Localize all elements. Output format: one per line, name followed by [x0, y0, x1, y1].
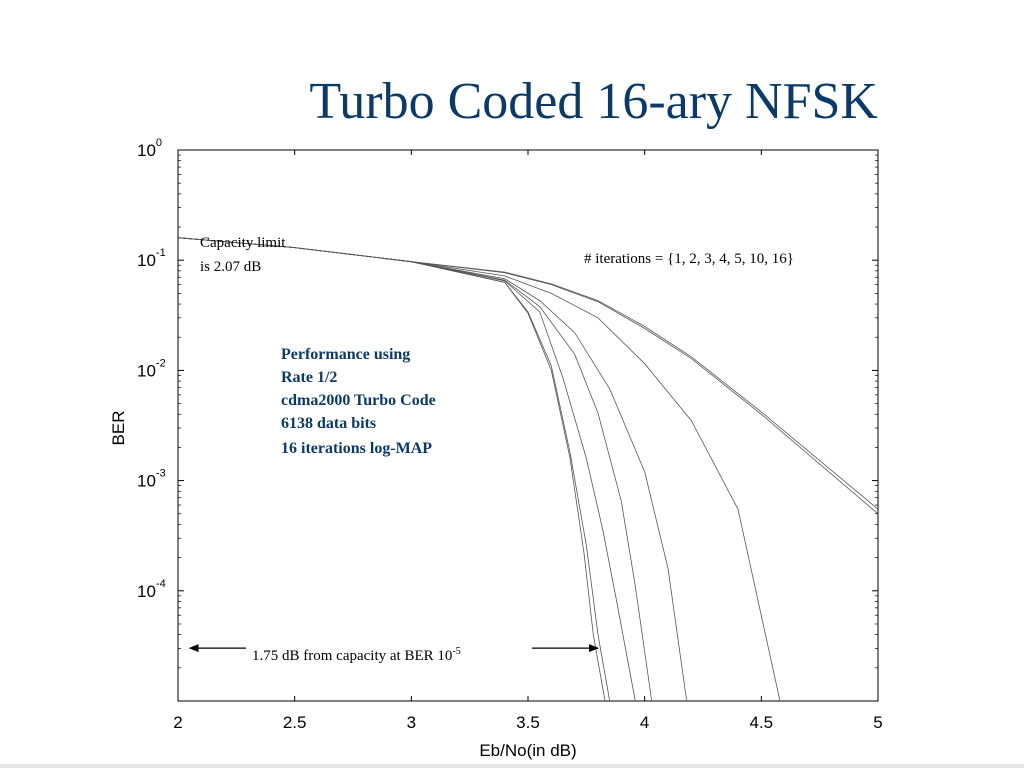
x-tick-label: 4 — [640, 713, 649, 732]
y-tick-exponent: -1 — [156, 247, 166, 259]
ber-curve — [177, 237, 611, 702]
y-tick-base: 10 — [137, 472, 156, 491]
y-tick-exponent: -2 — [156, 357, 166, 369]
y-tick-base: 10 — [137, 251, 156, 270]
y-tick-base: 10 — [137, 141, 156, 160]
y-tick-exponent: -3 — [156, 468, 166, 480]
y-tick-exponent: -4 — [156, 578, 166, 590]
ber-curve — [177, 237, 606, 702]
x-tick-label: 4.5 — [750, 713, 774, 732]
y-tick-label: 10-2 — [137, 357, 166, 380]
x-tick-labels: 2 2.5 3 3.5 4 4.5 5 — [173, 713, 882, 732]
iterations-annotation: # iterations = {1, 2, 3, 4, 5, 10, 16} — [584, 251, 794, 267]
gap-annotation-text: 1.75 dB from capacity at BER 10 — [252, 648, 452, 664]
capacity-annotation-line1: Capacity limit — [200, 235, 286, 251]
tick-marks — [177, 150, 879, 701]
slide-title: Turbo Coded 16-ary NFSK — [309, 73, 878, 130]
performance-line1: Performance using — [281, 346, 410, 363]
y-tick-exponent: 0 — [156, 137, 162, 149]
ber-curve — [177, 237, 781, 702]
x-axis-label: Eb/No(in dB) — [479, 741, 576, 760]
y-tick-label: 100 — [137, 137, 162, 160]
x-tick-label: 3 — [407, 713, 416, 732]
ber-curve — [177, 237, 653, 702]
performance-line2: Rate 1/2 — [281, 369, 337, 386]
capacity-annotation-line2: is 2.07 dB — [200, 259, 261, 275]
performance-line5: 16 iterations log-MAP — [281, 440, 432, 457]
series-group — [177, 237, 879, 702]
y-tick-label: 10-1 — [137, 247, 166, 270]
performance-line4: 6138 data bits — [281, 415, 376, 432]
slide-footer-rule — [0, 764, 1024, 768]
performance-line3: cdma2000 Turbo Code — [281, 392, 436, 409]
y-tick-base: 10 — [137, 361, 156, 380]
y-axis-label: BER — [109, 411, 128, 446]
x-tick-label: 3.5 — [516, 713, 540, 732]
y-tick-label: 10-4 — [137, 578, 166, 601]
ber-curve — [177, 237, 636, 702]
y-tick-label: 10-3 — [137, 468, 166, 491]
x-tick-label: 5 — [873, 713, 882, 732]
x-tick-label: 2 — [173, 713, 182, 732]
gap-annotation: 1.75 dB from capacity at BER 10-5 — [252, 646, 461, 664]
y-tick-base: 10 — [137, 582, 156, 601]
gap-annotation-exponent: -5 — [452, 646, 460, 657]
x-tick-label: 2.5 — [283, 713, 307, 732]
